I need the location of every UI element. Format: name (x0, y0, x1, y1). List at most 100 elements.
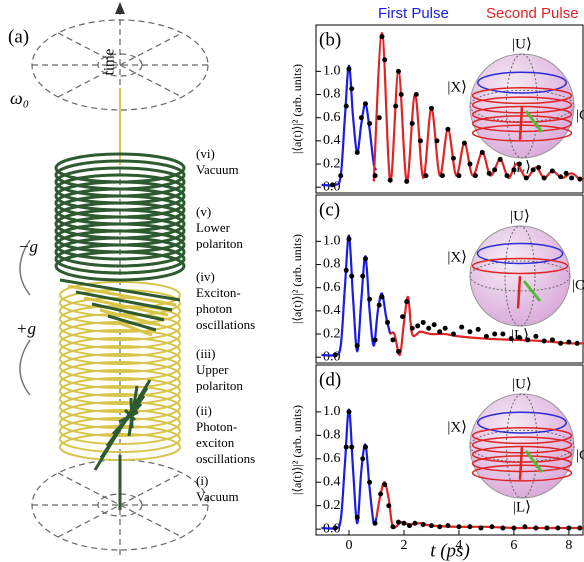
helix-loop (59, 385, 181, 413)
y-tick-label: 0.2 (323, 156, 341, 171)
state-label: |U⟩ (512, 376, 532, 392)
stage-label: Lower (196, 220, 231, 235)
data-point (395, 348, 401, 354)
data-point (504, 173, 510, 179)
trajectory (471, 87, 573, 105)
y-tick-label: 0.0 (323, 349, 341, 364)
data-point (500, 331, 506, 337)
data-point (420, 521, 426, 527)
data-point (338, 173, 344, 179)
data-point (349, 444, 355, 450)
trajectory (477, 71, 567, 94)
helix-stroke (115, 320, 153, 337)
stage-label: (vi) (196, 146, 215, 161)
charts: |U⟩ |X⟩ |C⟩ |L⟩ 0.0 0.2 0.4 0.6 0.8 1.0 (b) |⟨a(t)⟩… (290, 24, 584, 561)
helix-stroke (99, 308, 161, 327)
disc-line (57, 32, 183, 98)
helix-stroke (107, 314, 157, 332)
coupling-arrow (19, 239, 31, 296)
y-tick-label: 0.4 (323, 474, 341, 489)
line (321, 408, 378, 530)
plot-frame (315, 24, 584, 194)
y-tick-label: 1.0 (323, 234, 341, 249)
stage-label: polariton (196, 236, 243, 251)
data-point (467, 161, 473, 167)
x-tick-label: 2 (400, 538, 407, 553)
data-point (459, 324, 465, 330)
data-point (412, 520, 418, 526)
data-point (378, 491, 384, 497)
x-tick-label: 4 (455, 538, 462, 553)
data-point (423, 173, 429, 179)
helix-loop (59, 409, 181, 437)
state-label: |C⟩ (572, 277, 584, 293)
trajectory (471, 257, 569, 275)
data-point (349, 86, 355, 92)
state-label: |C⟩ (576, 447, 584, 463)
line (375, 481, 584, 530)
y-tick-label: 0.4 (323, 133, 341, 148)
frequency-label: ω₀ (10, 88, 29, 108)
stage-label: (v) (196, 204, 211, 219)
helix-loop (59, 281, 181, 309)
data-point (533, 333, 539, 339)
data-point (577, 176, 583, 182)
coupling-label: +g (16, 319, 36, 338)
data-point (467, 329, 473, 335)
data-point (439, 173, 445, 179)
data-point (544, 525, 550, 531)
data-point (372, 337, 378, 343)
plot-frame (315, 364, 584, 536)
data-point (386, 503, 392, 509)
data-point (434, 138, 440, 144)
trajectory (476, 242, 564, 265)
line (389, 295, 584, 356)
data-point (523, 175, 529, 181)
data-point (362, 256, 368, 262)
helix-loop (59, 313, 181, 341)
helix-loop (59, 345, 181, 373)
y-tick-label: 0.4 (323, 303, 341, 318)
data-point (461, 140, 467, 146)
data-point (478, 525, 484, 531)
panel-label: (a) (8, 26, 29, 47)
panel-label: (d) (319, 369, 341, 390)
state-label: |C⟩ (576, 107, 584, 123)
data-point (390, 524, 396, 530)
data-point (379, 294, 385, 300)
data-point (555, 525, 561, 531)
state-label: |X⟩ (447, 79, 467, 95)
data-point (367, 120, 373, 126)
state-vector (518, 105, 524, 140)
data-point (376, 302, 382, 308)
data-point (566, 339, 572, 345)
data-point (379, 34, 385, 40)
helix-loop (59, 369, 181, 397)
data-point (450, 331, 456, 337)
state-vector (516, 275, 522, 309)
disc-line (57, 472, 183, 538)
stage-label: photon (196, 301, 233, 316)
data-point (372, 520, 378, 526)
stage-label: (iv) (196, 269, 215, 284)
data-point (437, 329, 443, 335)
trajectory (471, 427, 573, 445)
y-tick-label: 0.6 (323, 451, 341, 466)
helix-loop (59, 377, 181, 405)
stage-label: (i) (196, 473, 208, 488)
axis-label: time (101, 48, 117, 75)
stage-label: exciton (196, 435, 235, 450)
data-point (358, 115, 364, 121)
sphere-meridian (505, 53, 539, 159)
data-point (437, 524, 443, 530)
helix-stroke (83, 296, 169, 317)
stage-label: (ii) (196, 403, 212, 418)
data-point (404, 178, 410, 184)
data-point (479, 149, 485, 155)
x-axis-label: t (ps) (430, 540, 470, 561)
sphere-equator (469, 260, 571, 292)
data-point (398, 92, 404, 98)
data-point (522, 524, 528, 530)
helix-loop (59, 353, 181, 381)
data-point (489, 524, 495, 530)
